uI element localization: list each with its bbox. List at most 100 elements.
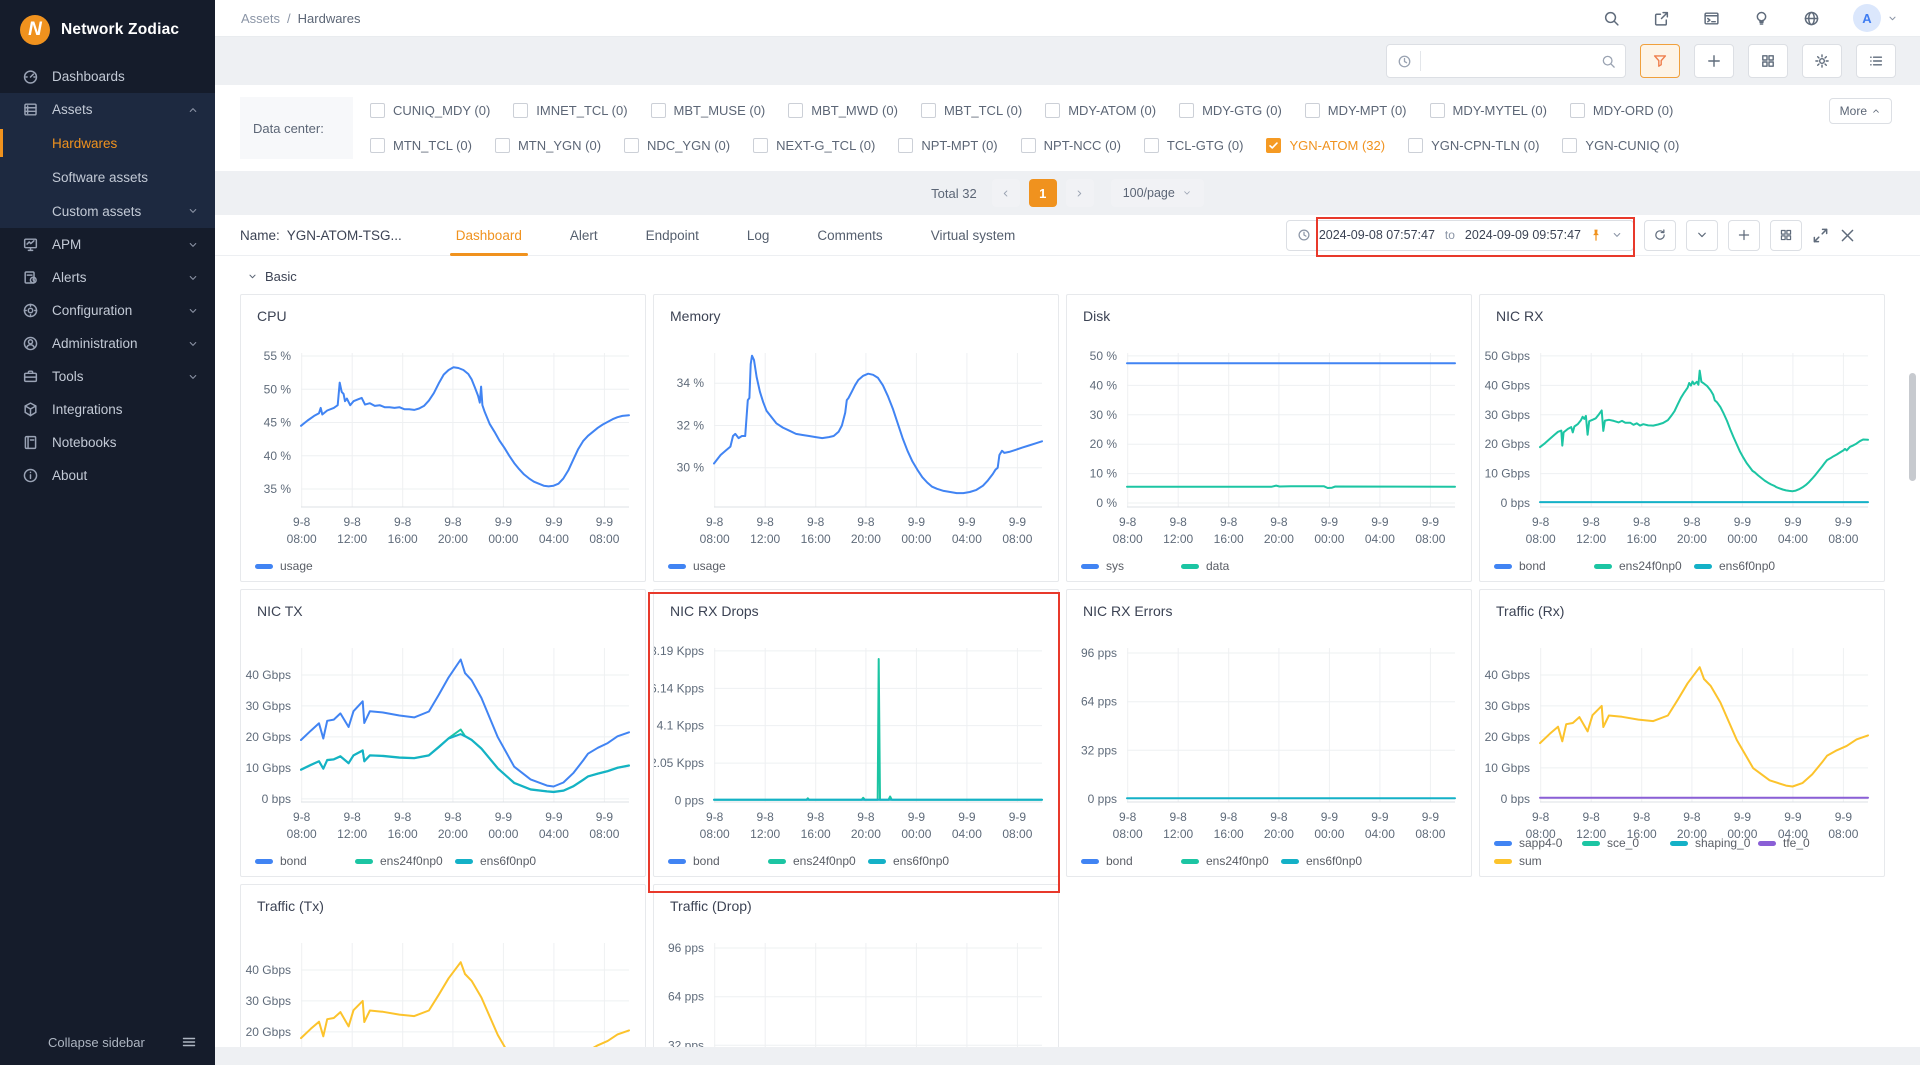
console-icon[interactable]	[1703, 10, 1720, 27]
legend-item-ens6f0np0[interactable]: ens6f0np0	[1281, 854, 1381, 868]
checkbox-label: CUNIQ_MDY (0)	[393, 103, 491, 118]
basic-section-toggle[interactable]: Basic	[215, 256, 1920, 284]
collapse-sidebar-button[interactable]: Collapse sidebar	[0, 1019, 215, 1065]
tab-virtual-system[interactable]: Virtual system	[930, 227, 1016, 243]
settings-button[interactable]	[1802, 44, 1842, 78]
legend-item-bond[interactable]: bond	[255, 854, 355, 868]
tab-comments[interactable]: Comments	[817, 227, 883, 243]
sidebar-item-configuration[interactable]: Configuration	[0, 294, 215, 327]
svg-text:16:00: 16:00	[1627, 827, 1657, 841]
legend-item-sapp4-0[interactable]: sapp4-0	[1494, 836, 1582, 850]
sidebar-item-apm[interactable]: APM	[0, 228, 215, 261]
legend-item-sum[interactable]: sum	[1494, 854, 1582, 868]
svg-text:40 Gbps: 40 Gbps	[246, 668, 291, 682]
datacenter-checkbox-mbt-mwd-0[interactable]: MBT_MWD (0)	[788, 103, 898, 118]
breadcrumb-assets[interactable]: Assets	[241, 10, 281, 26]
sidebar-item-custom-assets[interactable]: Custom assets	[0, 194, 215, 228]
legend-item-bond[interactable]: bond	[1081, 854, 1181, 868]
sidebar-item-assets[interactable]: Assets	[0, 93, 215, 126]
sidebar-item-hardwares[interactable]: Hardwares	[0, 126, 215, 160]
datacenter-checkbox-mtn-tcl-0[interactable]: MTN_TCL (0)	[370, 138, 472, 153]
page-number-button[interactable]: 1	[1028, 179, 1057, 207]
legend-item-ens6f0np0[interactable]: ens6f0np0	[868, 854, 968, 868]
legend-swatch	[1081, 563, 1099, 569]
lightbulb-icon[interactable]	[1753, 10, 1770, 27]
chevron-down-icon	[187, 371, 199, 383]
datacenter-checkbox-npt-mpt-0[interactable]: NPT-MPT (0)	[898, 138, 998, 153]
expand-icon[interactable]	[1812, 227, 1829, 244]
prev-page-button[interactable]	[991, 179, 1020, 207]
datacenter-checkbox-mdy-gtg-0[interactable]: MDY-GTG (0)	[1179, 103, 1282, 118]
refresh-button[interactable]	[1644, 219, 1676, 251]
datacenter-checkbox-cuniq-mdy-0[interactable]: CUNIQ_MDY (0)	[370, 103, 490, 118]
legend-item-usage[interactable]: usage	[668, 559, 768, 573]
add-panel-button[interactable]	[1728, 219, 1760, 251]
tab-endpoint[interactable]: Endpoint	[645, 227, 699, 243]
legend-item-tfe-0[interactable]: tfe_0	[1758, 836, 1846, 850]
datacenter-checkbox-ygn-atom-32[interactable]: YGN-ATOM (32)	[1266, 138, 1385, 153]
legend-item-ens6f0np0[interactable]: ens6f0np0	[455, 854, 555, 868]
sidebar-item-notebooks[interactable]: Notebooks	[0, 426, 215, 459]
close-icon[interactable]	[1839, 227, 1856, 244]
avatar[interactable]: A	[1853, 4, 1881, 32]
datacenter-checkbox-mdy-atom-0[interactable]: MDY-ATOM (0)	[1045, 103, 1156, 118]
datacenter-checkbox-mdy-ord-0[interactable]: MDY-ORD (0)	[1569, 103, 1673, 118]
legend-item-ens24f0np0[interactable]: ens24f0np0	[768, 854, 868, 868]
datacenter-checkbox-mbt-muse-0[interactable]: MBT_MUSE (0)	[650, 103, 765, 118]
datacenter-checkbox-tcl-gtg-0[interactable]: TCL-GTG (0)	[1143, 138, 1243, 153]
legend-item-ens24f0np0[interactable]: ens24f0np0	[1594, 559, 1694, 573]
svg-text:40 Gbps: 40 Gbps	[1485, 668, 1530, 682]
chart-card-disk: 50 % 40 % 30 % 20 % 10 % 0 % 9-8 08:00 9-8 12:00 9…	[1066, 294, 1472, 582]
tab-dashboard[interactable]: Dashboard	[432, 215, 546, 256]
legend-item-ens24f0np0[interactable]: ens24f0np0	[1181, 854, 1281, 868]
user-menu[interactable]: A	[1853, 4, 1898, 32]
layout-button[interactable]	[1770, 219, 1802, 251]
legend-item-bond[interactable]: bond	[1494, 559, 1594, 573]
page-size-select[interactable]: 100/page	[1110, 179, 1204, 207]
legend-item-shaping-0[interactable]: shaping_0	[1670, 836, 1758, 850]
external-link-icon[interactable]	[1653, 10, 1670, 27]
refresh-interval-button[interactable]	[1686, 219, 1718, 251]
legend-item-sys[interactable]: sys	[1081, 559, 1181, 573]
filter-button[interactable]	[1640, 44, 1680, 78]
legend-item-bond[interactable]: bond	[668, 854, 768, 868]
search-icon[interactable]	[1603, 10, 1620, 27]
more-button[interactable]: More	[1828, 98, 1892, 124]
legend-item-sce-0[interactable]: sce_0	[1582, 836, 1670, 850]
legend-item-ens6f0np0[interactable]: ens6f0np0	[1694, 559, 1794, 573]
grid-view-button[interactable]	[1748, 44, 1788, 78]
sidebar-item-integrations[interactable]: Integrations	[0, 393, 215, 426]
sidebar-item-software-assets[interactable]: Software assets	[0, 160, 215, 194]
datacenter-checkbox-mdy-mpt-0[interactable]: MDY-MPT (0)	[1304, 103, 1407, 118]
sidebar-item-dashboards[interactable]: Dashboards	[0, 60, 215, 93]
vertical-scrollbar-thumb[interactable]	[1909, 373, 1916, 481]
next-page-button[interactable]	[1065, 179, 1094, 207]
pin-icon[interactable]	[1589, 228, 1603, 242]
datacenter-checkbox-ygn-cuniq-0[interactable]: YGN-CUNIQ (0)	[1562, 138, 1679, 153]
sidebar-item-alerts[interactable]: Alerts	[0, 261, 215, 294]
legend-item-ens24f0np0[interactable]: ens24f0np0	[355, 854, 455, 868]
divider	[1420, 51, 1421, 71]
datacenter-checkbox-ygn-cpn-tln-0[interactable]: YGN-CPN-TLN (0)	[1408, 138, 1539, 153]
tab-log[interactable]: Log	[746, 227, 770, 243]
sidebar-item-tools[interactable]: Tools	[0, 360, 215, 393]
legend-item-data[interactable]: data	[1181, 559, 1281, 573]
datacenter-checkbox-ndc-ygn-0[interactable]: NDC_YGN (0)	[624, 138, 730, 153]
globe-icon[interactable]	[1803, 10, 1820, 27]
sidebar-item-about[interactable]: About	[0, 459, 215, 492]
datacenter-checkbox-mtn-ygn-0[interactable]: MTN_YGN (0)	[494, 138, 601, 153]
daterange-picker[interactable]: 2024-09-08 07:57:47 to 2024-09-09 09:57:…	[1285, 219, 1634, 251]
tab-alert[interactable]: Alert	[569, 227, 598, 243]
search-input[interactable]	[1421, 46, 1591, 76]
datacenter-checkbox-mdy-mytel-0[interactable]: MDY-MYTEL (0)	[1429, 103, 1547, 118]
add-button[interactable]	[1694, 44, 1734, 78]
datacenter-checkbox-mbt-tcl-0[interactable]: MBT_TCL (0)	[920, 103, 1022, 118]
legend-item-usage[interactable]: usage	[255, 559, 355, 573]
search-submit-button[interactable]	[1591, 54, 1625, 69]
sidebar-item-administration[interactable]: Administration	[0, 327, 215, 360]
datacenter-checkbox-next-g-tcl-0[interactable]: NEXT-G_TCL (0)	[753, 138, 875, 153]
datacenter-checkbox-npt-ncc-0[interactable]: NPT-NCC (0)	[1020, 138, 1121, 153]
datacenter-checkbox-imnet-tcl-0[interactable]: IMNET_TCL (0)	[513, 103, 628, 118]
list-view-button[interactable]	[1856, 44, 1896, 78]
chevron-down-icon[interactable]	[1611, 229, 1623, 241]
